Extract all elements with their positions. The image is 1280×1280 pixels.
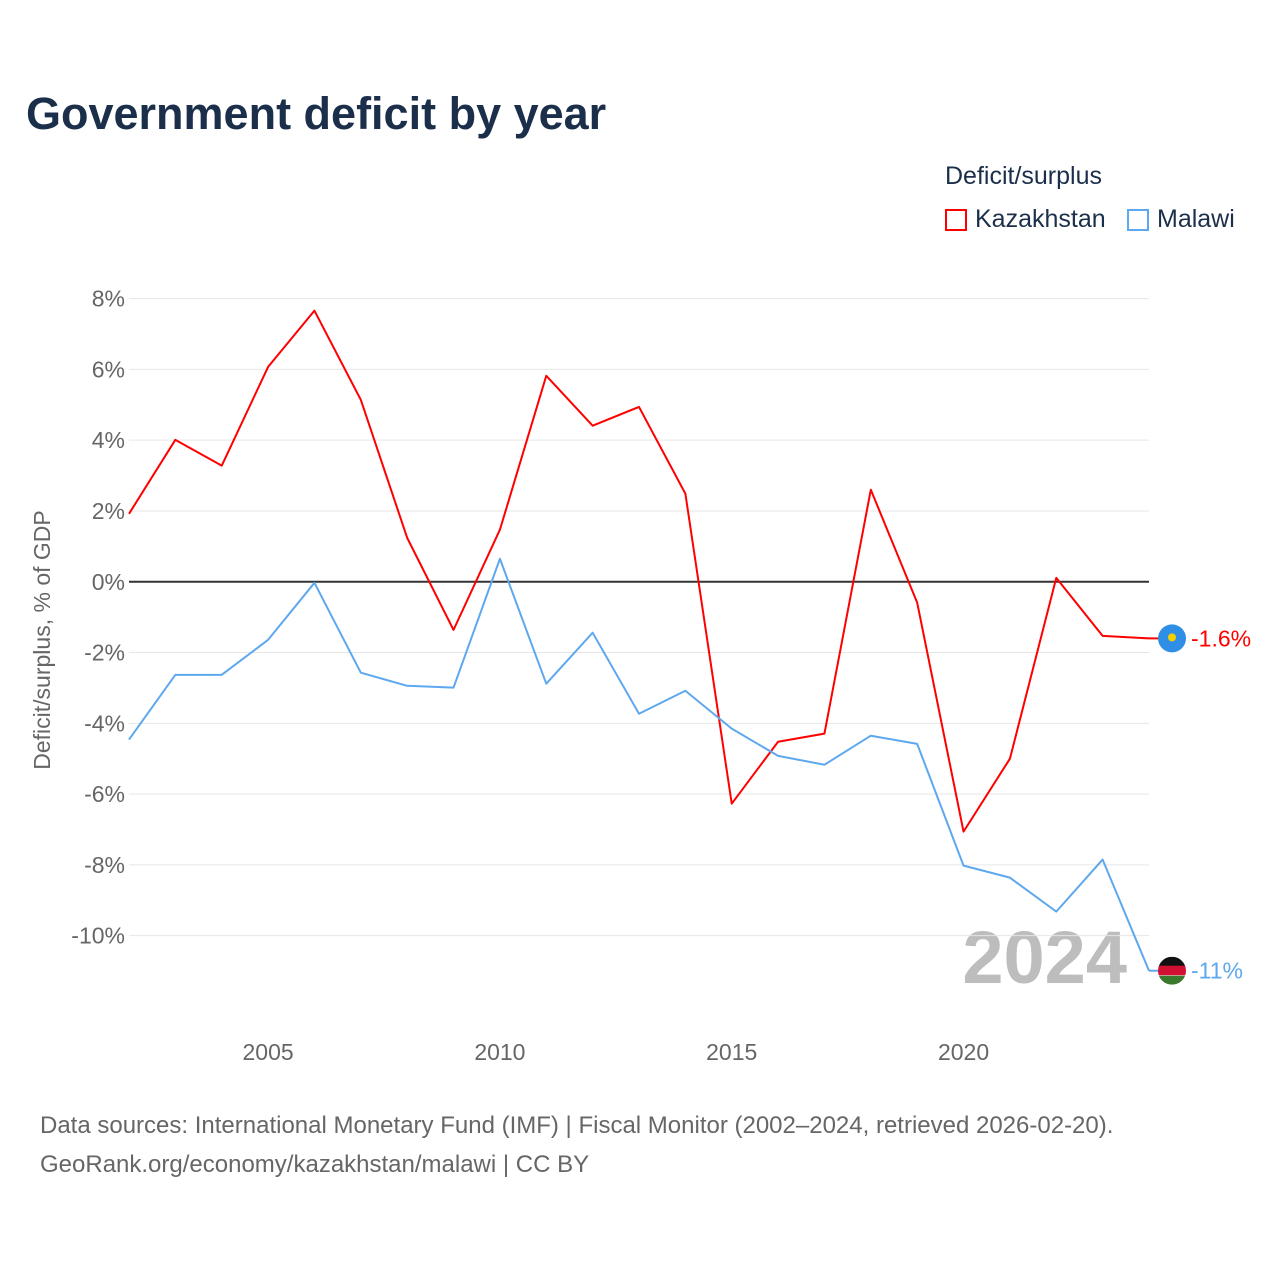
- y-tick-label: -4%: [84, 710, 125, 736]
- chart-title: Government deficit by year: [26, 88, 607, 139]
- y-tick-label: 8%: [92, 286, 125, 312]
- end-value-label-kazakhstan: -1.6%: [1191, 625, 1251, 651]
- y-tick-label: -8%: [84, 852, 125, 878]
- y-tick-label: -10%: [71, 923, 125, 949]
- y-axis-label: Deficit/surplus, % of GDP: [29, 510, 55, 769]
- legend-swatch-kazakhstan: [945, 208, 967, 231]
- legend-swatch-malawi: [1127, 208, 1149, 231]
- series-line-malawi: [128, 557, 1150, 972]
- legend-label-malawi: Malawi: [1157, 205, 1235, 233]
- legend-title: Deficit/surplus: [945, 162, 1102, 190]
- x-tick-label: 2020: [938, 1039, 989, 1065]
- flag-sun-icon: [1168, 633, 1176, 642]
- year-watermark: 2024: [962, 916, 1127, 999]
- footer: Data sources: International Monetary Fun…: [40, 1106, 1113, 1184]
- x-tick-label: 2015: [706, 1039, 757, 1065]
- legend-item-malawi[interactable]: Malawi: [1127, 205, 1235, 234]
- x-tick-label: 2005: [243, 1039, 294, 1065]
- y-tick-label: 4%: [92, 427, 125, 453]
- malawi-flag-icon: [1158, 956, 1186, 985]
- x-tick-label: 2010: [474, 1039, 525, 1065]
- y-tick-label: 0%: [92, 569, 125, 595]
- attribution-link[interactable]: GeoRank.org/economy/kazakhstan/malawi | …: [40, 1151, 590, 1178]
- y-tick-label: 2%: [92, 498, 125, 524]
- y-tick-label: 6%: [92, 356, 125, 382]
- y-tick-label: -2%: [84, 640, 125, 666]
- series-line-kazakhstan: [128, 309, 1150, 833]
- y-tick-label: -6%: [84, 781, 125, 807]
- legend-item-kazakhstan[interactable]: Kazakhstan: [945, 205, 1106, 234]
- legend-label-kazakhstan: Kazakhstan: [975, 205, 1106, 233]
- end-value-label-malawi: -11%: [1191, 958, 1243, 984]
- source-note: Data sources: International Monetary Fun…: [40, 1112, 1114, 1139]
